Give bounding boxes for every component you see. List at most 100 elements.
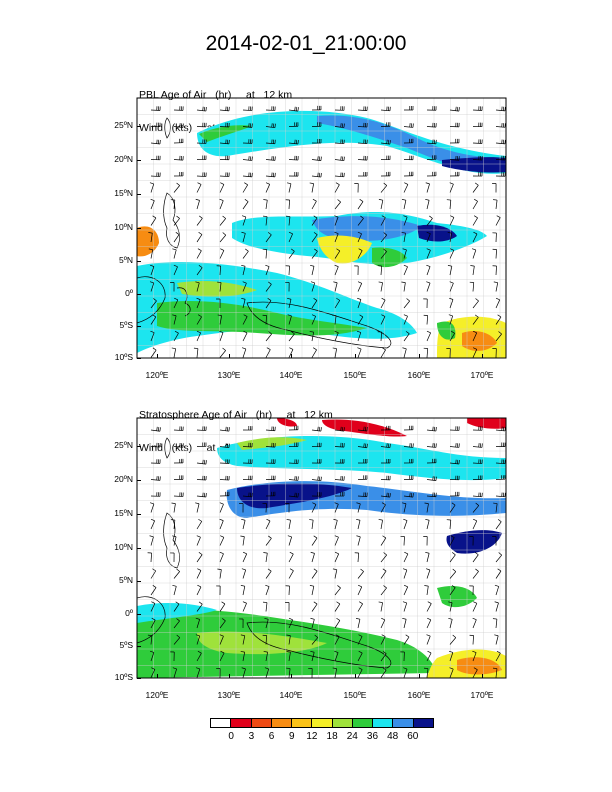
wind-barb <box>265 491 276 497</box>
wind-barb <box>424 502 429 513</box>
wind-barb <box>449 138 460 144</box>
wind-barb <box>310 650 315 662</box>
wind-barb <box>173 171 184 177</box>
wind-barb <box>150 568 157 579</box>
wind-barb <box>334 139 345 145</box>
wind-barb <box>196 297 201 309</box>
pbl-southeast-green <box>437 321 456 340</box>
wind-barb <box>286 519 291 530</box>
wind-barb <box>495 552 503 563</box>
wind-barb <box>196 535 201 546</box>
wind-barb <box>470 265 475 276</box>
wind-barb <box>170 651 175 662</box>
wind-barb <box>148 232 153 243</box>
wind-barb <box>495 123 506 128</box>
lat-tick <box>137 446 141 447</box>
pbl-band-north-green <box>199 125 252 142</box>
wind-barb <box>172 535 177 546</box>
wind-barb <box>311 459 322 464</box>
wind-barb <box>380 248 387 259</box>
wind-barb <box>425 518 430 530</box>
wind-barb <box>265 568 272 579</box>
wind-barb <box>288 139 299 145</box>
wind-barb <box>240 651 246 662</box>
wind-barb <box>472 492 483 498</box>
wind-barb <box>357 426 368 432</box>
wind-barb <box>193 347 199 358</box>
pbl-coastline-borneo <box>137 276 166 324</box>
lat-tick <box>137 581 141 582</box>
wind-barb <box>426 330 431 342</box>
wind-barb <box>195 667 201 678</box>
wind-barb <box>426 155 437 160</box>
wind-barb <box>242 426 253 431</box>
wind-barb <box>495 155 506 161</box>
wind-barb <box>311 442 322 448</box>
wind-barb <box>311 347 317 358</box>
wind-barb <box>377 331 382 342</box>
wind-barb <box>241 518 246 530</box>
wind-barb <box>354 183 359 193</box>
wind-barb <box>425 182 430 193</box>
wind-barb <box>311 634 319 645</box>
pbl-southeast-orange <box>462 331 497 351</box>
lon-label: 140ºE <box>279 370 303 380</box>
wind-barb <box>495 426 506 432</box>
wind-barb <box>423 314 429 325</box>
wind-barb <box>240 585 246 596</box>
wind-barb <box>380 139 391 145</box>
wind-barb <box>311 248 318 259</box>
wind-barb <box>334 601 341 612</box>
wind-barb <box>219 634 224 645</box>
wind-barb <box>334 106 345 111</box>
wind-barb <box>334 199 341 210</box>
wind-barb <box>308 668 313 678</box>
wind-barb <box>380 232 388 243</box>
wind-barb <box>150 172 161 177</box>
wind-barb <box>262 634 267 645</box>
wind-barb <box>401 281 406 292</box>
wind-barb <box>241 568 247 579</box>
lon-label: 170ºE <box>470 370 494 380</box>
wind-barb <box>356 518 361 530</box>
wind-barb <box>380 492 391 498</box>
wind-barb <box>380 122 391 127</box>
wind-barb <box>288 459 299 464</box>
wind-barb <box>309 182 314 193</box>
wind-barb <box>242 281 247 292</box>
wind-barb <box>311 535 318 546</box>
wind-barb <box>472 459 483 464</box>
wind-barb <box>403 667 408 678</box>
wind-barb <box>449 552 456 563</box>
wind-barb <box>334 297 341 309</box>
wind-barb <box>446 348 451 358</box>
lat-label: 15ºN <box>114 188 133 198</box>
wind-barb <box>288 106 299 112</box>
wind-barb <box>402 248 407 259</box>
wind-barb <box>196 182 202 193</box>
wind-barb <box>378 281 383 292</box>
wind-barb <box>262 502 267 513</box>
lat-tick <box>137 126 141 127</box>
wind-barb <box>357 199 364 210</box>
wind-barb <box>288 231 293 243</box>
wind-barb <box>403 215 408 226</box>
wind-barb <box>334 551 340 563</box>
wind-barb <box>219 139 230 145</box>
wind-barb <box>403 492 414 498</box>
wind-barb <box>426 458 437 464</box>
wind-barb <box>449 568 457 579</box>
wind-barb <box>380 182 388 193</box>
wind-barb <box>380 568 387 579</box>
wind-barb <box>216 585 221 596</box>
wind-barb <box>334 123 345 128</box>
wind-barb <box>334 215 339 226</box>
wind-barb <box>196 265 203 276</box>
lon-tick <box>229 354 230 358</box>
wind-barb <box>219 122 230 128</box>
wind-barb <box>173 297 179 309</box>
pbl-dark-east <box>417 224 457 242</box>
wind-barb <box>286 634 291 645</box>
lat-tick <box>137 678 141 679</box>
wind-barb <box>219 106 230 112</box>
